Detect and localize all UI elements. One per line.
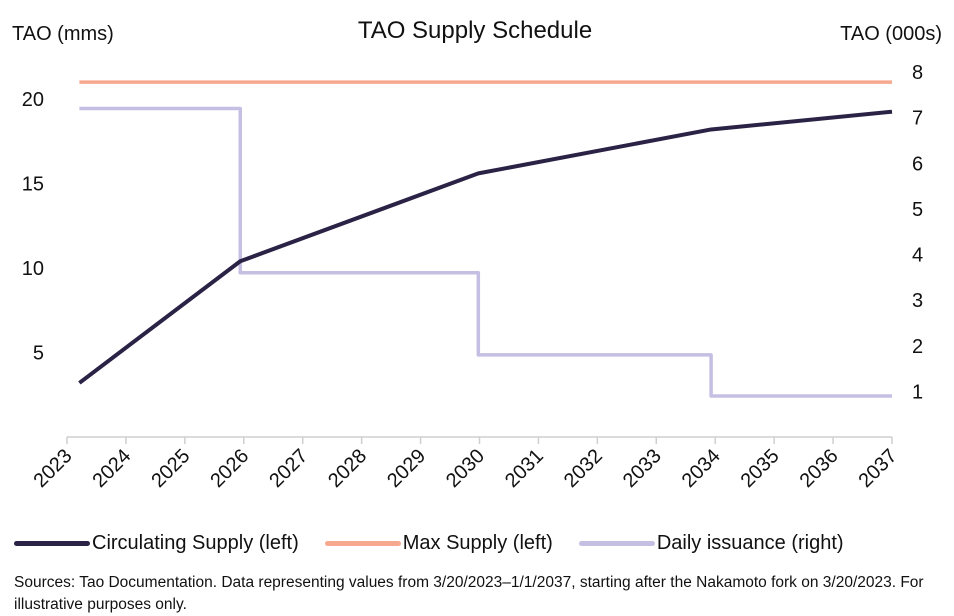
x-tick-label: 2032 [560, 445, 607, 492]
series-line-daily-issuance-right [79, 106, 892, 398]
legend: Circulating Supply (left) Max Supply (le… [14, 532, 870, 555]
chart-title: TAO Supply Schedule [358, 17, 592, 44]
left-y-tick-label: 15 [22, 174, 44, 196]
left-y-tick-label: 20 [22, 89, 44, 111]
x-tick-label: 2030 [442, 445, 489, 492]
legend-label: Max Supply (left) [402, 532, 553, 554]
right-y-tick-label: 8 [912, 62, 923, 84]
x-tick-label: 2024 [88, 445, 135, 492]
x-tick-label: 2023 [30, 445, 77, 492]
x-tick-label: 2028 [324, 445, 371, 492]
right-y-tick-label: 3 [912, 290, 923, 312]
right-y-tick-label: 1 [912, 381, 923, 403]
x-tick-label: 2026 [206, 445, 253, 492]
x-tick-label: 2027 [265, 445, 312, 492]
x-tick-label: 2029 [383, 445, 430, 492]
right-y-tick-label: 5 [912, 199, 923, 221]
legend-label: Daily issuance (right) [656, 532, 844, 554]
x-tick-label: 2034 [678, 445, 725, 492]
x-tick-label: 2031 [501, 445, 548, 492]
legend-swatch [14, 541, 90, 546]
x-tick-label: 2037 [855, 445, 902, 492]
legend-label: Circulating Supply (left) [92, 532, 299, 554]
left-y-tick-label: 10 [22, 258, 44, 280]
right-axis-label: TAO (000s) [840, 23, 942, 45]
right-y-tick-label: 7 [912, 108, 923, 130]
left-axis-label: TAO (mms) [12, 23, 114, 45]
right-y-tick-label: 2 [912, 336, 923, 358]
right-y-tick-label: 4 [912, 245, 923, 267]
legend-item-circulating: Circulating Supply (left) [14, 532, 299, 555]
legend-swatch [324, 541, 401, 546]
chart: TAO Supply Schedule TAO (mms) TAO (000s)… [12, 17, 942, 492]
legend-swatch [578, 541, 655, 546]
series-line-circulating-supply-left [78, 109, 893, 385]
legend-item-max: Max Supply (left) [324, 532, 553, 555]
left-y-tick-label: 5 [33, 343, 44, 365]
source-note: Sources: Tao Documentation. Data represe… [14, 574, 924, 613]
legend-item-daily: Daily issuance (right) [578, 532, 844, 555]
right-y-tick-label: 6 [912, 153, 923, 175]
x-tick-label: 2033 [619, 445, 666, 492]
x-tick-label: 2025 [147, 445, 194, 492]
x-tick-label: 2035 [737, 445, 784, 492]
x-tick-label: 2036 [796, 445, 843, 492]
